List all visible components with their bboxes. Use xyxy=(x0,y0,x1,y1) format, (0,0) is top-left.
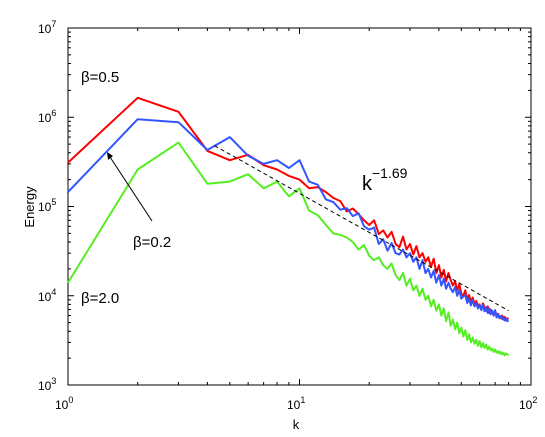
series-line-1 xyxy=(67,118,510,323)
x-tick-label-1: 100 xyxy=(55,395,73,412)
y-axis-label: Energy xyxy=(22,186,37,228)
annotation-beta-0-2: β=0.2 xyxy=(133,234,171,251)
annotation-slope-label: k−1.69 xyxy=(362,165,408,195)
annotation-arrow-line xyxy=(109,156,153,222)
annotation-beta-2-0: β=2.0 xyxy=(81,290,119,307)
annotation-beta-0-5: β=0.5 xyxy=(81,69,119,86)
tick-marks xyxy=(67,28,531,386)
series-line-2 xyxy=(67,141,510,357)
y-tick-label-1e4: 104 xyxy=(38,287,56,304)
y-tick-label-1e6: 106 xyxy=(38,108,56,125)
y-tick-label-1e3: 103 xyxy=(38,376,56,393)
annotation-arrow-head xyxy=(107,152,113,160)
x-tick-label-10: 101 xyxy=(287,395,305,412)
x-axis-label: k xyxy=(293,417,300,432)
y-tick-label-1e7: 107 xyxy=(38,19,56,36)
y-tick-label-1e5: 105 xyxy=(38,197,56,214)
reference-slope-line xyxy=(214,145,509,312)
series-layer xyxy=(67,96,510,357)
x-tick-label-100: 102 xyxy=(519,395,537,412)
